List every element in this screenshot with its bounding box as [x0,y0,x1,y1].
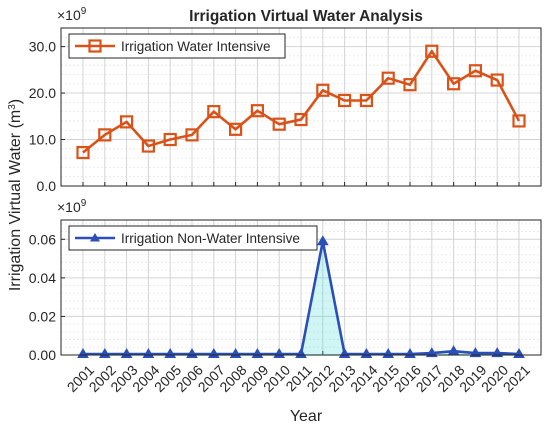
y-exponent-label: ×109 [57,198,87,215]
data-point [141,139,155,153]
data-point [359,93,373,108]
data-point [185,128,199,142]
data-point [425,347,438,358]
y-tick-label: 0.04 [29,270,56,286]
legend-marker [90,233,100,242]
legend-marker [88,39,102,53]
y-tick-label: 0.0 [37,178,57,194]
data-point [250,104,264,118]
data-point [316,83,330,97]
data-point [98,128,112,142]
data-point [338,93,352,108]
data-point [316,235,329,246]
y-tick-label: 30.0 [29,39,56,55]
legend-label: Irrigation Water Intensive [121,39,271,54]
data-point [469,347,482,358]
x-tick-labels: 2001200220032004200520062007200820092010… [64,362,533,395]
data-point [447,77,461,91]
data-point [294,112,308,127]
data-point [207,105,221,119]
data-point [229,122,243,136]
plot-frame [60,219,542,356]
plot-frame [60,27,542,187]
data-point [491,347,504,358]
y-exponent-base: ×10 [57,7,81,23]
data-point [272,117,286,131]
panel-bottom: 0.00 0.02 0.04 0.06×109 Irrigation Non-Water… [29,198,542,363]
data-point [119,115,134,129]
y-tick-label: 10.0 [29,132,56,148]
y-tick-label: 0.02 [29,308,56,324]
chart-title: Irrigation Virtual Water Analysis [189,8,423,25]
data-point [425,44,439,58]
data-point [512,114,526,128]
y-tick-label: 0.00 [29,347,56,363]
data-point [76,145,90,160]
y-tick-label: 20.0 [29,85,56,101]
y-exponent-label: ×109 [57,6,87,23]
series-line [82,49,521,154]
data-point [381,71,395,85]
legend-label: Irrigation Non-Water Intensive [121,231,300,246]
y-exponent-power: 9 [81,6,87,17]
y-axis-label-main: Irrigation Virtual Water (m [7,110,24,291]
data-point [468,64,482,78]
y-axis-label-end: ) [7,99,24,104]
y-axis-label: Irrigation Virtual Water (m3) [7,99,24,291]
y-exponent-base: ×10 [57,199,81,215]
y-exponent-power: 9 [81,198,87,209]
y-tick-label: 0.06 [29,231,56,247]
panel-top: 0.0 10.0 20.0 30.0×109 Irrigation Water Inte… [29,6,542,194]
y-axis-label-sup: 3 [7,104,18,110]
data-point [490,73,504,87]
data-point [163,132,177,147]
x-axis-label: Year [290,408,323,425]
data-point [403,78,417,92]
